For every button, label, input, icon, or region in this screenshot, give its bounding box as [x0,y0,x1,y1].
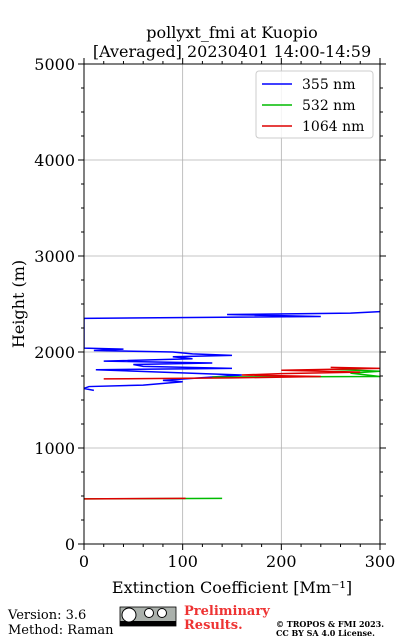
data-line [84,366,380,500]
y-tick-label: 0 [65,535,75,554]
legend-label: 1064 nm [302,119,364,135]
legend-box [255,70,374,139]
legend-label: 355 nm [302,77,355,93]
x-tick-label: 200 [266,552,297,571]
preliminary: Preliminary [184,604,270,619]
x-tick-label: 100 [167,552,198,571]
method: Method: Raman [8,623,114,638]
y-tick-label: 4000 [34,151,75,170]
legend-label: 532 nm [302,98,355,114]
y-axis-label: Height (m) [9,260,28,348]
x-axis-label: Extinction Coefficient [Mm⁻¹] [112,578,352,597]
preliminary: Results. [184,618,243,633]
copyright: © TROPOS & FMI 2023. [276,619,384,629]
version: Version: 3.6 [7,608,86,623]
y-tick-label: 5000 [34,55,75,74]
license: CC BY SA 4.0 License. [276,628,375,638]
x-tick-label: 300 [365,552,396,571]
chart-subtitle: [Averaged] 20230401 14:00-14:59 [93,42,371,61]
y-tick-label: 1000 [34,439,75,458]
data-line [84,310,380,392]
data-line [84,368,380,500]
y-tick-label: 2000 [34,343,75,362]
cc-badge [119,606,177,627]
y-tick-label: 3000 [34,247,75,266]
chart-title: pollyxt_fmi at Kuopio [146,23,317,42]
plot-frame [83,63,381,545]
x-tick-label: 0 [79,552,89,571]
